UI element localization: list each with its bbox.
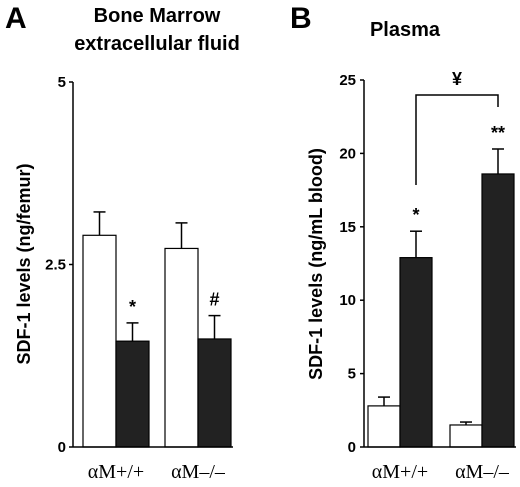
panel-b-y-tick-label: 25 [339, 72, 356, 89]
panel-a-title-line-1: Bone Marrow [94, 5, 221, 27]
panel-a-bar [82, 234, 117, 448]
panel-b-plot: 0 5 10 15 20 25 * αM+/+ ** αM–/– ¥ [339, 69, 516, 483]
panel-b-y-tick-label: 20 [339, 145, 356, 162]
panel-b-letter: B [290, 2, 312, 35]
panel-b-bracket-label: ¥ [452, 69, 462, 89]
panel-a-significance-mark: * [129, 297, 136, 317]
panel-b-bar [367, 405, 401, 448]
panel-b-bar [481, 173, 515, 448]
panel-b-y-tick-label: 10 [339, 292, 356, 309]
panel-a-plot: 0 2.5 5 * αM+/+ # αM–/– [45, 74, 233, 483]
panel-a-title-line-2: extracellular fluid [74, 33, 240, 55]
panel-a-bar [115, 340, 150, 448]
panel-a-y-tick-label: 0 [58, 439, 66, 456]
panel-b-y-tick-label: 0 [348, 439, 356, 456]
panel-b-significance-mark: * [412, 205, 419, 225]
panel-a-letter: A [5, 2, 27, 35]
panel-a-bar [164, 247, 199, 448]
panel-b-category-label: αM–/– [455, 461, 510, 483]
panel-a-y-axis-label: SDF-1 levels (ng/femur) [14, 163, 34, 364]
panel-b-category-label: αM+/+ [372, 461, 428, 483]
panel-b-significance-mark: ** [491, 123, 505, 143]
panel-b-y-axis-label: SDF-1 levels (ng/mL blood) [306, 148, 326, 380]
panel-a-y-tick-label: 5 [58, 74, 66, 91]
panel-b-y-tick-label: 15 [339, 219, 356, 236]
panel-b-bar [449, 424, 483, 448]
panel-b-bar [399, 257, 433, 448]
panel-a-category-label: αM–/– [171, 461, 226, 483]
panel-a-bar [197, 338, 232, 448]
panel-b-title: Plasma [370, 19, 441, 41]
panel-a-category-label: αM+/+ [88, 461, 144, 483]
panel-a-significance-mark: # [209, 290, 219, 310]
panel-b-significance-bracket [415, 94, 499, 185]
panel-b-y-tick-label: 5 [348, 366, 356, 383]
panel-a-y-tick-label: 2.5 [45, 257, 66, 274]
